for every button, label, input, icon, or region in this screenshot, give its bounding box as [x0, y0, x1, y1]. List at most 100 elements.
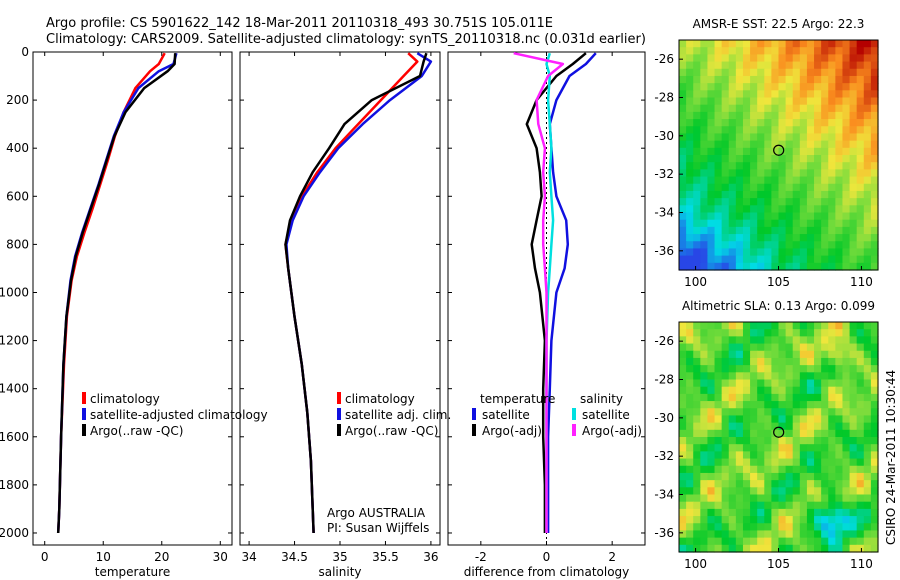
- map-cell: [693, 451, 701, 460]
- map-cell: [814, 147, 822, 156]
- map-cell: [870, 530, 879, 539]
- map-cell: [735, 176, 744, 185]
- map-cell: [842, 501, 851, 510]
- map-cell: [721, 140, 730, 149]
- map-cell: [679, 322, 687, 330]
- map-cell: [778, 226, 787, 235]
- map-cell: [785, 198, 794, 206]
- map-cell: [679, 365, 687, 373]
- map-cell: [742, 329, 751, 337]
- map-cell: [735, 465, 744, 474]
- y-tick-label: 400: [6, 141, 29, 155]
- map-cell: [707, 379, 716, 388]
- map-cell: [764, 465, 772, 474]
- map-cell: [693, 494, 701, 503]
- map-cell: [863, 508, 872, 517]
- map-cell: [693, 544, 701, 553]
- map-cell: [835, 429, 844, 438]
- map-cell: [721, 212, 730, 221]
- map-cell: [835, 248, 844, 257]
- map-cell: [728, 248, 737, 257]
- map-cell: [856, 415, 865, 424]
- map-cell: [806, 111, 815, 120]
- map-cell: [735, 97, 744, 106]
- map-cell: [785, 47, 794, 55]
- map-cell: [806, 422, 815, 431]
- series-line-temperature-satellite: [546, 52, 597, 533]
- map-cell: [806, 262, 815, 271]
- map-cell: [735, 133, 744, 142]
- map-cell: [693, 379, 701, 388]
- map-cell: [742, 429, 751, 438]
- map-cell: [742, 262, 751, 271]
- map-cell: [721, 372, 730, 381]
- legend-label: climatology: [345, 392, 415, 406]
- map-cell: [714, 234, 723, 242]
- map-cell: [764, 255, 772, 264]
- map-cell: [714, 429, 723, 438]
- map-cell: [828, 508, 836, 517]
- map-cell: [821, 415, 829, 424]
- map-cell: [828, 350, 836, 359]
- map-cell: [863, 480, 872, 488]
- map-cell: [757, 508, 765, 517]
- map-cell: [778, 357, 787, 366]
- map-cell: [792, 183, 801, 192]
- map-cell: [693, 133, 701, 142]
- map-cell: [821, 372, 829, 381]
- map-cell: [742, 155, 751, 163]
- map-cell: [849, 422, 858, 431]
- map-cell: [778, 68, 787, 77]
- map-cell: [757, 234, 765, 242]
- legend-swatch: [572, 424, 576, 436]
- map-cell: [750, 415, 758, 424]
- map-cell: [700, 97, 709, 106]
- map-cell: [686, 190, 694, 199]
- map-cell: [849, 480, 858, 488]
- map-cell: [742, 386, 751, 395]
- map-cell: [842, 234, 851, 242]
- map-cell: [821, 126, 829, 135]
- map-cell: [735, 147, 744, 156]
- map-cell: [750, 190, 758, 199]
- map-cell: [686, 176, 694, 185]
- map-cell: [728, 90, 737, 99]
- map-cell: [742, 219, 751, 228]
- legend-swatch: [572, 408, 576, 420]
- map-cell: [742, 336, 751, 345]
- map-cell: [842, 322, 851, 330]
- map-cell: [842, 61, 851, 70]
- map-cell: [828, 530, 836, 539]
- map-cell: [686, 40, 694, 48]
- map-cell: [785, 176, 794, 185]
- map-cell: [792, 126, 801, 135]
- map-cell: [686, 61, 694, 70]
- map-cell: [814, 219, 822, 228]
- map-cell: [728, 487, 737, 496]
- map-cell: [721, 169, 730, 178]
- map-cell: [750, 183, 758, 192]
- map-y-tick-label: -32: [654, 449, 674, 463]
- map-cell: [679, 451, 687, 460]
- map-cell: [679, 248, 687, 257]
- map-cell: [771, 75, 780, 84]
- map-cell: [821, 111, 829, 120]
- map-cell: [686, 365, 694, 373]
- map-cell: [792, 494, 801, 503]
- map-cell: [735, 451, 744, 460]
- map-cell: [679, 401, 687, 409]
- map-cell: [721, 322, 730, 330]
- map-cell: [693, 126, 701, 135]
- map-cell: [778, 47, 787, 55]
- map-cell: [821, 241, 829, 250]
- map-cell: [679, 336, 687, 345]
- map-cell: [721, 190, 730, 199]
- map-cell: [679, 465, 687, 474]
- map-cell: [828, 47, 836, 55]
- map-cell: [764, 133, 772, 142]
- map-cell: [792, 47, 801, 55]
- map-cell: [686, 516, 694, 524]
- map-cell: [679, 226, 687, 235]
- map-cell: [721, 97, 730, 106]
- map-cell: [686, 234, 694, 242]
